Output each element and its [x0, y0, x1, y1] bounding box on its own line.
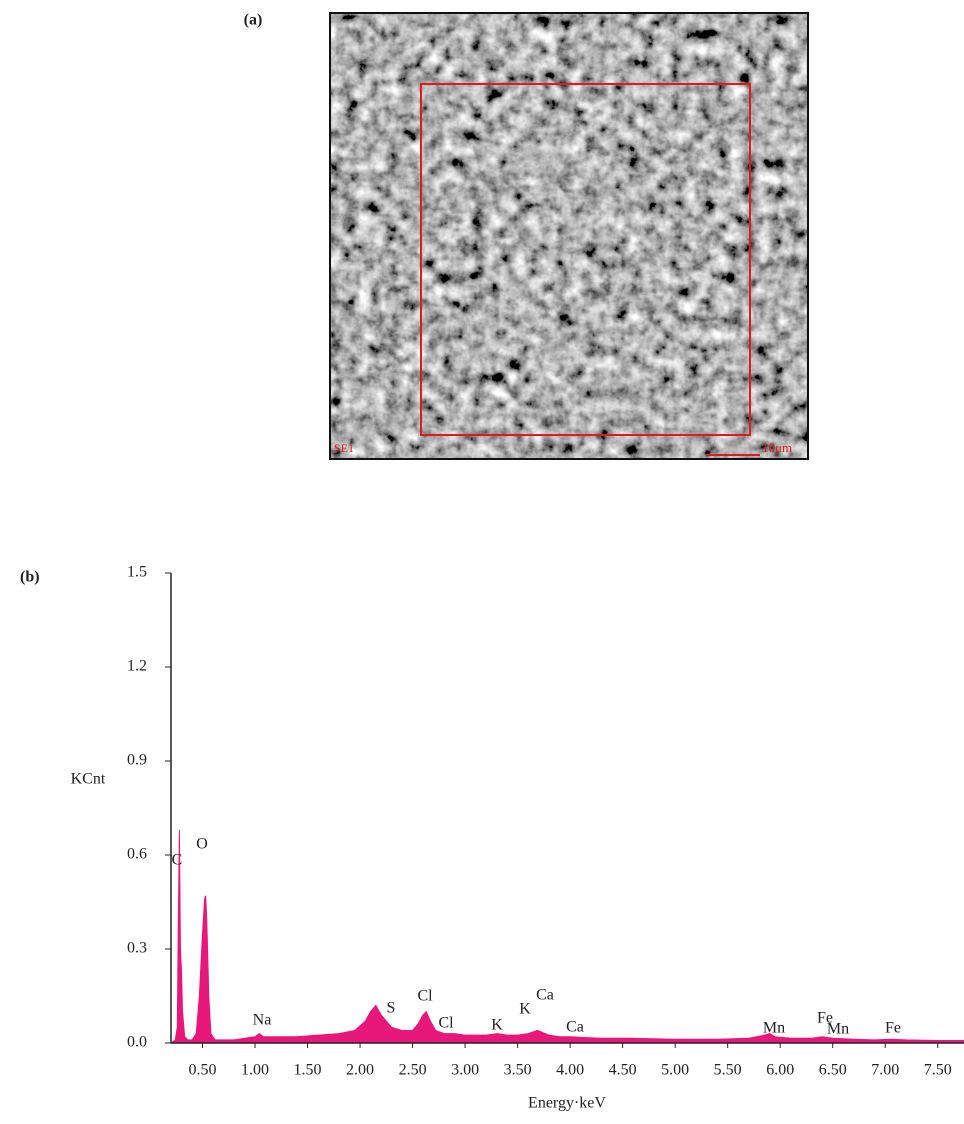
peak-label: Mn	[827, 1021, 849, 1038]
panel-label: (a)	[244, 12, 263, 29]
y-tick-label: 0.9	[127, 752, 147, 769]
peak-label: Cl	[438, 1015, 454, 1032]
peak-label: Fe	[885, 1020, 901, 1037]
peak-label: Ca	[536, 987, 554, 1004]
y-tick-label: 0.6	[127, 846, 147, 863]
peak-label: Mn	[763, 1020, 785, 1037]
panel-label: (b)	[20, 569, 40, 586]
x-axis-label: Energy·keV	[528, 1095, 606, 1112]
peak-label: C	[172, 852, 183, 869]
y-tick-label: 0.0	[127, 1034, 147, 1051]
x-tick-label: 2.50	[399, 1062, 427, 1079]
x-tick-label: 3.50	[504, 1062, 532, 1079]
x-tick-label: 5.00	[661, 1062, 689, 1079]
peak-label: K	[519, 1001, 531, 1018]
image-label: SE1	[334, 441, 354, 455]
x-tick-label: 0.50	[189, 1062, 217, 1079]
peak-label: Cl	[417, 988, 433, 1005]
x-tick-label: 1.50	[294, 1062, 322, 1079]
spectrum	[171, 830, 964, 1043]
sem-image: SE1 10μm	[330, 13, 808, 459]
peak-label: Na	[253, 1012, 272, 1029]
peak-label: Ca	[566, 1019, 584, 1036]
x-tick-label: 5.50	[714, 1062, 742, 1079]
image-label: 10μm	[762, 440, 792, 455]
x-tick-label: 4.00	[556, 1062, 584, 1079]
x-tick-label: 6.00	[766, 1062, 794, 1079]
peak-label: K	[491, 1017, 503, 1034]
peak-label: S	[387, 1000, 396, 1017]
peak-label: O	[196, 836, 208, 853]
x-tick-label: 1.00	[241, 1062, 269, 1079]
figure: (a) SE1 10μm (b) KCnt Energy·keV 0.00.30…	[0, 0, 964, 1124]
x-tick-label: 3.00	[451, 1062, 479, 1079]
x-tick-label: 4.50	[609, 1062, 637, 1079]
image-texture	[330, 13, 808, 459]
y-tick-label: 1.5	[127, 564, 147, 581]
x-tick-label: 7.50	[924, 1062, 952, 1079]
x-tick-label: 6.50	[819, 1062, 847, 1079]
y-tick-label: 1.2	[127, 658, 147, 675]
y-tick-label: 0.3	[127, 940, 147, 957]
y-axis-label: KCnt	[71, 771, 106, 788]
plot: 0.0 0.3 0.6 0.9 1.2 1.5 0.50 1.00 1.50 2.00 2.50 3.…	[127, 564, 964, 1079]
x-tick-label: 7.00	[871, 1062, 899, 1079]
x-tick-label: 2.00	[346, 1062, 374, 1079]
